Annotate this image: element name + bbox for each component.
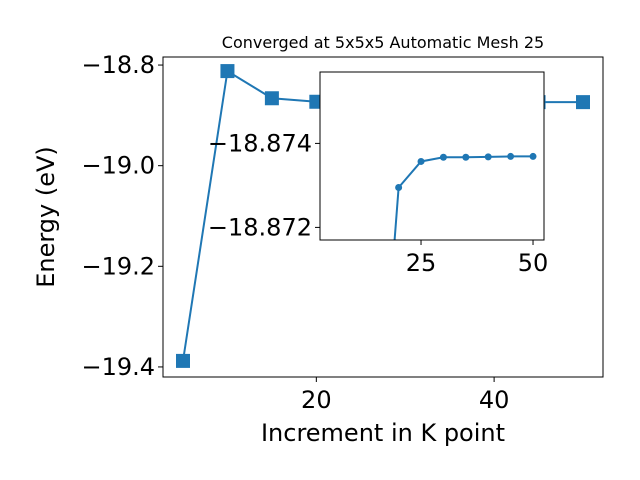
x-tick-label: 20: [301, 386, 332, 414]
marker: [373, 476, 380, 480]
marker: [176, 353, 190, 368]
marker: [220, 64, 235, 79]
x-tick-label: 50: [518, 249, 549, 277]
y-tick-label: −19.0: [81, 152, 155, 180]
y-tick-label: −18.8: [81, 51, 155, 79]
x-tick-label: 40: [479, 386, 510, 414]
y-axis-label: Energy (eV): [32, 146, 60, 288]
chart-title: Converged at 5x5x5 Automatic Mesh 25: [222, 33, 544, 52]
marker: [484, 153, 492, 161]
marker: [395, 184, 403, 191]
marker: [462, 153, 470, 161]
x-axis-label: Increment in K point: [261, 419, 505, 447]
marker: [417, 157, 425, 165]
plot-frame: [319, 71, 545, 241]
marker: [439, 153, 447, 161]
y-tick-label: −18.874: [208, 129, 312, 157]
plot-frame: [162, 56, 604, 378]
y-tick-label: −19.4: [81, 353, 155, 381]
series-line: [393, 155, 534, 240]
y-tick-label: −19.2: [81, 252, 155, 280]
marker: [507, 152, 515, 160]
plot-group: [373, 152, 537, 480]
marker: [264, 91, 279, 106]
marker: [576, 95, 590, 110]
y-tick-label: −18.872: [208, 213, 312, 241]
x-tick-label: 25: [406, 249, 437, 277]
marker: [529, 152, 537, 160]
